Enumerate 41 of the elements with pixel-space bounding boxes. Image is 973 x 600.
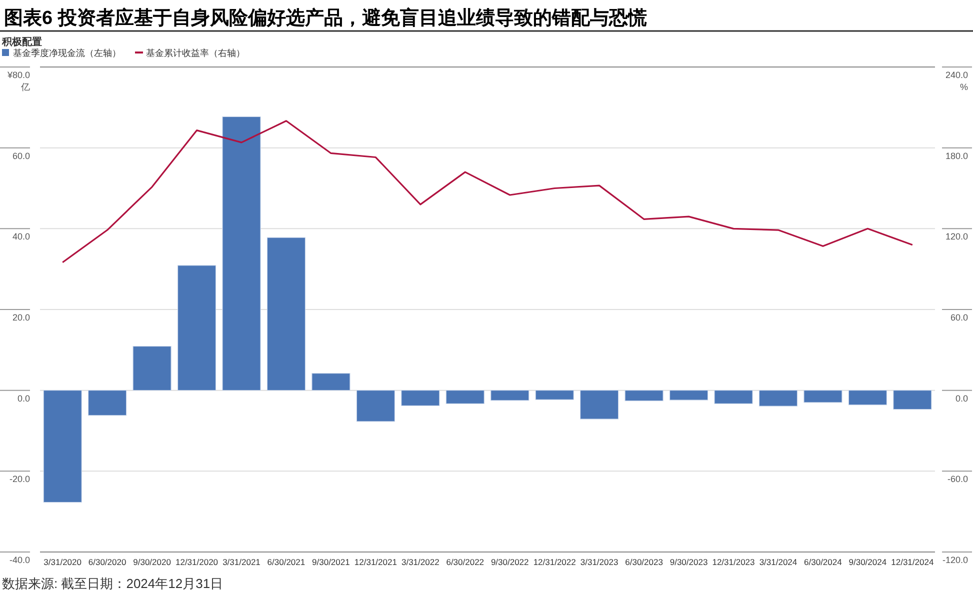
x-tick-label: 12/31/2022 xyxy=(533,557,576,567)
y2-axis-title: % xyxy=(960,82,968,92)
x-tick-label: 12/31/2020 xyxy=(175,557,218,567)
y2-tick-label: 120.0 xyxy=(945,232,968,242)
x-tick-label: 9/30/2023 xyxy=(670,557,708,567)
x-tick-label: 12/31/2024 xyxy=(891,557,934,567)
chart-title: 图表6 投资者应基于自身风险偏好选产品，避免盲目追业绩导致的错配与恐慌 xyxy=(4,7,647,29)
x-tick-label: 6/30/2020 xyxy=(88,557,126,567)
x-tick-label: 9/30/2020 xyxy=(133,557,172,567)
y2-tick-label: -60.0 xyxy=(947,474,968,484)
y-tick-label: 20.0 xyxy=(12,312,30,322)
x-tick-label: 9/30/2024 xyxy=(848,557,887,567)
y2-tick-label: 60.0 xyxy=(950,312,968,322)
legend-label: 基金累计收益率（右轴） xyxy=(146,48,245,58)
y-tick-label: -20.0 xyxy=(9,474,30,484)
x-tick-label: 3/31/2024 xyxy=(759,557,798,567)
y-tick-label: 40.0 xyxy=(12,232,30,242)
x-tick-label: 3/31/2021 xyxy=(222,557,261,567)
y-axis-title: 亿 xyxy=(20,82,30,92)
y2-tick-label: 240.0 xyxy=(945,70,968,80)
x-tick-label: 3/31/2020 xyxy=(44,557,82,567)
x-tick-label: 6/30/2022 xyxy=(446,557,484,567)
source-note: 数据来源: 截至日期：2024年12月31日 xyxy=(2,576,224,591)
y-tick-label: -40.0 xyxy=(9,555,30,565)
x-tick-label: 9/30/2022 xyxy=(490,557,530,567)
x-tick-label: 6/30/2021 xyxy=(267,557,306,567)
y2-tick-label: 180.0 xyxy=(945,150,968,161)
x-tick-label: 9/30/2021 xyxy=(312,557,350,567)
x-tick-label: 6/30/2024 xyxy=(804,557,842,567)
x-tick-label: 6/30/2023 xyxy=(625,557,664,567)
x-tick-label: 12/31/2023 xyxy=(712,557,756,567)
y-tick-label: ¥80.0 xyxy=(6,70,30,80)
y2-tick-label: 0.0 xyxy=(955,393,968,404)
legend-label: 基金季度净现金流（左轴） xyxy=(13,48,121,58)
x-tick-label: 3/31/2022 xyxy=(401,557,440,567)
y-tick-label: 0.0 xyxy=(17,393,30,404)
chart-subtitle: 积极配置 xyxy=(1,36,42,48)
x-tick-label: 3/31/2023 xyxy=(580,557,618,567)
y2-tick-label: -120.0 xyxy=(942,555,968,565)
y-tick-label: 60.0 xyxy=(12,150,30,161)
x-tick-label: 12/31/2021 xyxy=(354,557,398,567)
